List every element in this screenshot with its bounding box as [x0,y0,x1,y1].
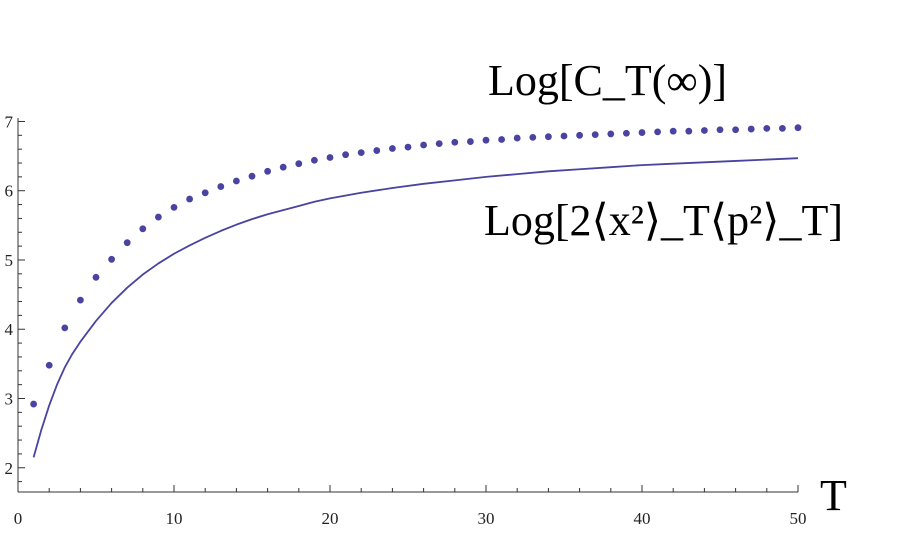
dot-point [794,124,802,132]
dot-point [529,133,537,141]
dot-point [716,126,724,134]
dot-point [77,296,84,304]
y-tick-label: 7 [5,112,14,131]
axes [17,118,798,493]
dot-point [669,127,677,135]
line-series-label: Log[2⟨x²⟩_T⟨p²⟩_T] [484,196,843,245]
dot-point [279,163,287,171]
dot-point [685,127,693,135]
dot-point [654,128,661,136]
dot-point [420,141,427,149]
dot-point [747,125,755,133]
dot-point [701,127,708,134]
dot-point [217,183,225,190]
dot-point [373,147,381,154]
dot-point [342,151,349,159]
dot-point [513,134,521,142]
dot-point [139,225,147,233]
x-axis-label: T [820,471,847,520]
line-series [32,157,799,458]
dot-point [389,145,396,152]
dot-point [763,124,771,132]
dot-point [451,138,459,146]
ticks [17,120,799,492]
y-tick-label: 2 [5,459,14,478]
dot-point [435,140,443,148]
y-tick-label: 3 [5,390,14,409]
dot-point [123,239,131,247]
dot-point [311,156,318,164]
dot-point [326,154,334,161]
dot-point [155,213,162,221]
x-tick-label: 30 [478,509,495,528]
y-tick-label: 6 [5,182,14,201]
dot-point [732,126,739,134]
x-tick-label: 50 [790,509,807,528]
dot-point [560,132,568,140]
y-tick-label: 4 [5,320,14,339]
x-tick-label: 0 [14,509,23,528]
dot-point [779,124,786,132]
dot-point [591,131,599,139]
dot-point [61,324,69,332]
x-tick-label: 40 [634,509,651,528]
x-tick-label: 20 [322,509,339,528]
dot-point [186,195,194,203]
dot-point [30,400,37,408]
series-labels: Log[C_T(∞)] Log[2⟨x²⟩_T⟨p²⟩_T] [484,56,843,245]
dot-point [45,361,53,369]
dot-point [108,255,115,263]
dot-point [248,172,256,180]
dot-point [607,130,615,138]
dot-point [638,129,646,136]
dot-point [498,136,505,143]
dot-series [30,124,802,408]
x-tick-label: 10 [166,509,183,528]
dot-point [170,203,178,211]
tick-labels: 0 10 20 30 40 50 2 3 4 5 6 7 [5,112,807,528]
dot-point [623,129,630,137]
dot-point [295,160,303,168]
dotted-series-label: Log[C_T(∞)] [488,56,727,105]
curve-line [32,157,799,458]
dot-point [264,167,271,175]
dot-point [576,131,583,139]
dot-point [201,189,209,197]
dot-point [404,143,412,151]
dot-point [233,177,240,185]
dot-point [92,273,100,281]
dot-point [482,136,490,144]
dot-point [467,138,474,145]
y-tick-label: 5 [5,251,14,270]
dot-point [545,133,552,141]
dot-point [357,149,365,157]
